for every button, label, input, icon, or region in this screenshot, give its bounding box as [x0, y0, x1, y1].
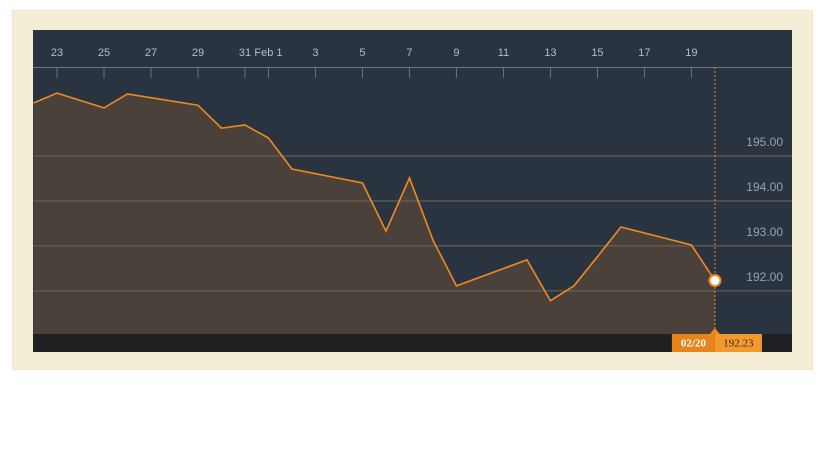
pointer: [709, 328, 720, 334]
x-tick-label: 29: [192, 47, 204, 59]
line: [33, 92, 716, 302]
y-tick-label: 192.00: [746, 270, 783, 284]
x-tick-label: 31: [239, 47, 251, 59]
footer-strip: [33, 334, 792, 352]
x-tick-label: 13: [544, 47, 556, 59]
value-box: [714, 334, 762, 352]
y-tick-label: 193.00: [746, 225, 783, 239]
y-tick-label: 195.00: [746, 135, 783, 149]
date-label: 02/20: [681, 338, 707, 350]
date-box: [671, 334, 715, 352]
x-tick-label: 27: [145, 47, 157, 59]
last-point: [708, 274, 722, 288]
x-tick-label: 25: [98, 47, 110, 59]
value-label: 192.23: [723, 338, 754, 350]
x-tick-label: 5: [359, 47, 365, 59]
x-tick-label: 19: [685, 47, 697, 59]
x-tick-label: Feb 1: [254, 47, 282, 59]
y-tick-label: 194.00: [746, 180, 783, 194]
x-tick-label: 11: [498, 47, 509, 59]
x-tick-label: 9: [453, 47, 459, 59]
x-tick-label: 23: [51, 47, 63, 59]
area: [33, 93, 715, 334]
x-tick-label: 15: [591, 47, 603, 59]
x-tick-label: 7: [406, 47, 412, 59]
x-tick-label: 3: [312, 47, 318, 59]
x-tick-label: 17: [638, 47, 650, 59]
